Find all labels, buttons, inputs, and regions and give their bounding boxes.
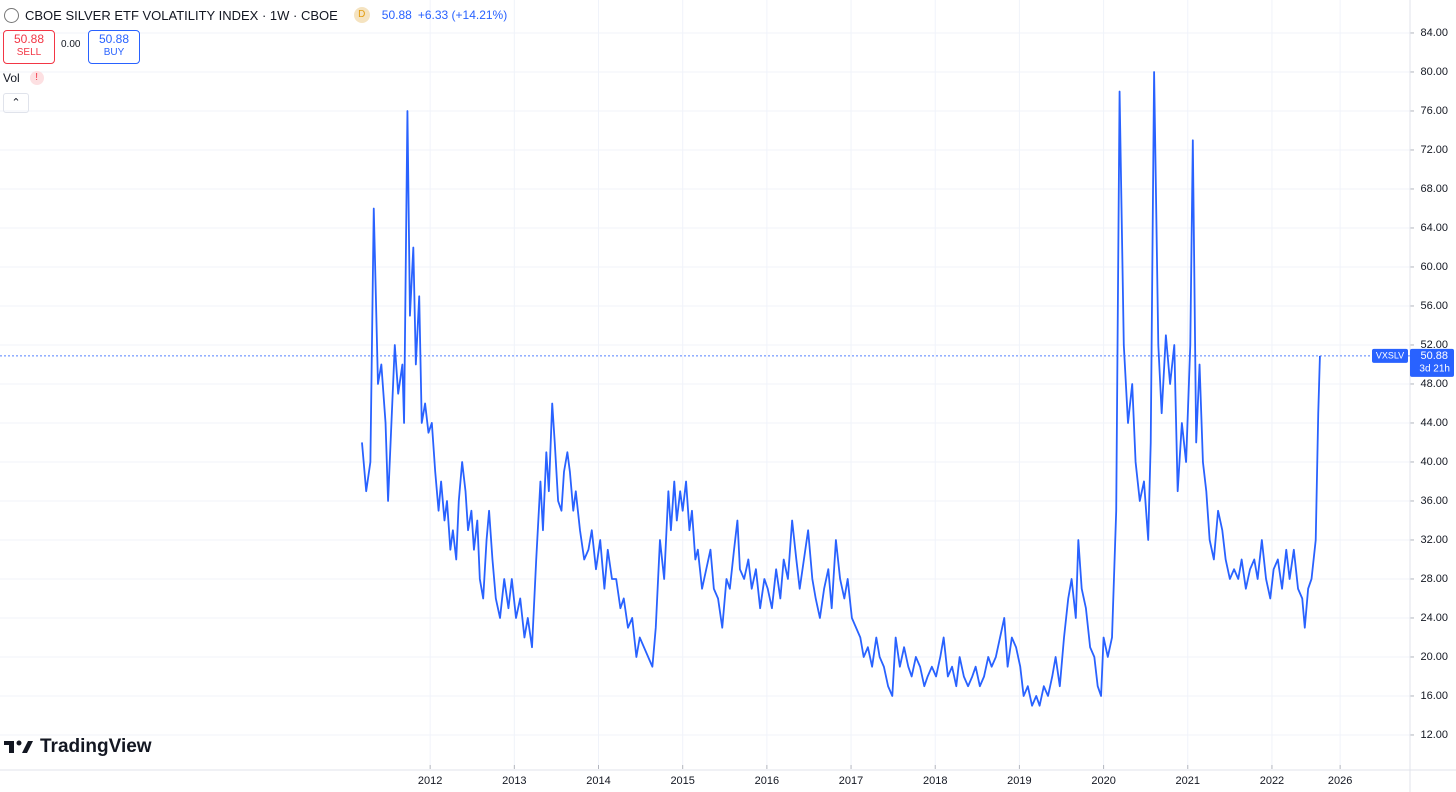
y-tick-label: 44.00 [1420,417,1448,429]
volume-legend: Vol ! [3,71,44,85]
x-tick-label: 2016 [755,775,779,787]
x-tick-label: 2015 [670,775,694,787]
last-price: 50.88 [381,8,412,22]
x-tick-label: 2014 [586,775,610,787]
series-name: VXSLV [1376,350,1404,360]
symbol-title: CBOE SILVER ETF VOLATILITY INDEX · 1W · … [25,7,338,23]
y-tick-label: 32.00 [1420,534,1448,546]
y-tick-label: 84.00 [1420,27,1448,39]
price-tag-countdown: 3d 21h [1419,364,1450,375]
series-line [361,71,1321,707]
y-tick-label: 52.00 [1420,339,1448,351]
price-tag-value: 50.88 [1420,350,1448,362]
x-tick-label: 2020 [1091,775,1115,787]
x-tick-label: 2013 [502,775,526,787]
x-tick-label: 2017 [839,775,863,787]
spread: 0.00 [61,39,81,50]
buy-label: BUY [103,47,125,58]
y-tick-label: 12.00 [1420,729,1448,741]
y-tick-label: 16.00 [1420,690,1448,702]
interval-badge[interactable]: D [353,7,370,23]
logo-text: TradingView [40,736,152,757]
sell-label: SELL [16,47,42,58]
x-tick-label: 2021 [1176,775,1200,787]
y-tick-label: 72.00 [1420,144,1448,156]
header: CBOE SILVER ETF VOLATILITY INDEX · 1W · … [4,7,507,23]
sell-button[interactable]: 50.88 SELL [3,30,55,64]
y-tick-label: 36.00 [1420,495,1448,507]
buy-price: 50.88 [98,32,130,46]
x-tick-label: 2012 [418,775,442,787]
y-tick-label: 40.00 [1420,456,1448,468]
y-tick-label: 76.00 [1420,105,1448,117]
buy-button[interactable]: 50.88 BUY [88,30,140,64]
y-tick-label: 60.00 [1420,261,1448,273]
series-name-tag [1372,348,1408,363]
price-change: +6.33 (+14.21%) [417,8,508,22]
logo-mark [4,740,33,753]
x-tick-label: 2019 [1007,775,1031,787]
y-tick-label: 56.00 [1420,300,1448,312]
y-tick-label: 28.00 [1420,573,1448,585]
y-tick-label: 20.00 [1420,651,1448,663]
warning-icon[interactable]: ! [29,71,44,85]
volume-label: Vol [3,71,20,85]
x-tick-label: 2018 [923,775,947,787]
y-tick-label: 64.00 [1420,222,1448,234]
x-tick-label: 2026 [1328,775,1352,787]
logo: TradingView [4,736,152,758]
y-tick-label: 80.00 [1420,66,1448,78]
y-tick-label: 24.00 [1420,612,1448,624]
x-tick-label: 2022 [1260,775,1284,787]
price-tag [1410,348,1454,377]
y-tick-label: 68.00 [1420,183,1448,195]
symbol-icon [4,7,19,23]
sell-price: 50.88 [13,32,45,46]
collapse-button[interactable]: ⌃ [3,93,29,113]
y-tick-label: 48.00 [1420,378,1448,390]
